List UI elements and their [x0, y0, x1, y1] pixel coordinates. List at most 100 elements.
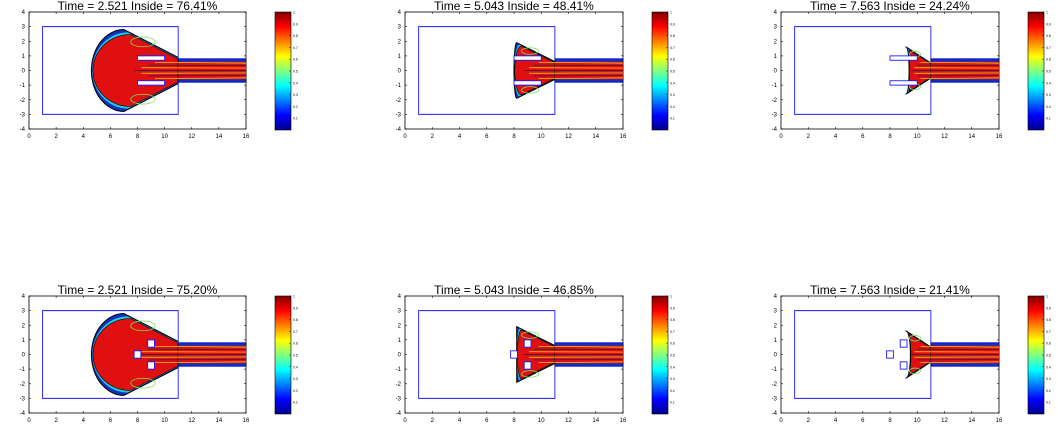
colorbar-tick-label: 0.7 — [293, 330, 298, 334]
plot-title: Time = 5.043 Inside = 46.85% — [434, 283, 594, 297]
plot-title: Time = 5.043 Inside = 48.41% — [434, 0, 594, 13]
colorbar-tick-label: 0.2 — [1046, 105, 1051, 109]
y-tick-label: -3 — [20, 396, 26, 402]
colorbar-tick-label: 0.9 — [670, 22, 675, 26]
jet-streak — [538, 361, 624, 364]
x-tick-label: 2 — [431, 134, 435, 140]
domain-outline — [794, 310, 932, 399]
colorbar — [274, 11, 292, 131]
colorbar-tick-label: 1 — [1046, 11, 1048, 15]
title-time-label: Time = — [434, 0, 474, 13]
x-tick-label: 6 — [109, 134, 113, 140]
jet-streak — [533, 75, 624, 77]
colorbar-tick-label: 0.3 — [293, 377, 298, 381]
colorbar-tick-label: 0.7 — [670, 330, 675, 334]
title-time-label: Time = — [434, 283, 474, 297]
x-tick-label: 12 — [941, 418, 948, 424]
y-tick-label: -1 — [20, 83, 26, 89]
colorbar-tick-label: 0.6 — [293, 58, 298, 62]
obstacle-bar — [889, 80, 918, 86]
x-tick-label: 12 — [941, 134, 948, 140]
x-tick-label: 16 — [620, 418, 627, 424]
colorbar — [651, 295, 669, 415]
colorbar — [274, 295, 292, 415]
colorbar-tick-label: 0.2 — [1046, 389, 1051, 393]
colorbar-tick-label: 1 — [670, 295, 672, 299]
y-tick-label: 2 — [398, 323, 402, 329]
jet-streak — [920, 61, 1000, 64]
x-tick-label: 14 — [968, 418, 975, 424]
colorbar-tick-label: 0.1 — [1046, 401, 1051, 405]
y-tick-label: -4 — [20, 411, 26, 417]
title-inside-value: 46.85% — [553, 283, 594, 297]
y-tick-label: -4 — [396, 411, 402, 417]
y-tick-label: 4 — [774, 10, 778, 16]
colorbar-tick-label: 0.8 — [293, 34, 298, 38]
y-tick-label: -1 — [20, 367, 26, 373]
x-tick-label: 10 — [161, 418, 168, 424]
colorbar-tick-label: 0.5 — [293, 70, 298, 74]
x-tick-label: 10 — [538, 418, 545, 424]
x-tick-label: 6 — [485, 418, 489, 424]
colorbar-tick-label: 0.6 — [1046, 58, 1051, 62]
colorbar-tick-label: 0.9 — [1046, 22, 1051, 26]
y-tick-label: -2 — [772, 382, 778, 388]
x-tick-label: 16 — [620, 134, 627, 140]
x-tick-label: 16 — [243, 134, 250, 140]
y-tick-label: 0 — [398, 353, 402, 359]
obstacle-bar — [513, 55, 542, 61]
colorbar-tick-label: 0.7 — [670, 46, 675, 50]
x-tick-label: 4 — [82, 418, 86, 424]
subplot-panel: Time = 2.521 Inside = 76.41%0 2 4 6 8 10 12 14 1… — [20, 0, 298, 140]
jet-streak — [920, 361, 1000, 364]
colorbar-tick-label: 1 — [670, 11, 672, 15]
title-time-value: 7.563 — [850, 283, 880, 297]
jet-streak — [155, 361, 247, 364]
jet-streak — [920, 77, 1000, 80]
swirl-contour — [521, 370, 540, 378]
plot-title: Time = 7.563 Inside = 24.24% — [810, 0, 970, 13]
subplot-panel: Time = 5.043 Inside = 48.41%0 2 4 6 8 10 12 14 1… — [396, 0, 675, 140]
title-inside-value: 48.41% — [553, 0, 594, 13]
colorbar-tick-label: 0.9 — [293, 306, 298, 310]
x-tick-label: 6 — [109, 418, 113, 424]
colorbar-tick-label: 0.2 — [670, 105, 675, 109]
colorbar-tick-label: 0.7 — [293, 46, 298, 50]
x-tick-label: 0 — [403, 418, 407, 424]
colorbar-tick-label: 0.5 — [1046, 354, 1051, 358]
title-time-label: Time = — [58, 0, 98, 13]
x-tick-label: 8 — [136, 134, 140, 140]
colorbar — [651, 11, 669, 131]
title-inside-label: Inside = — [504, 0, 553, 13]
x-tick-label: 2 — [54, 418, 58, 424]
colorbar-tick-label: 0.3 — [1046, 377, 1051, 381]
obstacle-square — [523, 361, 532, 370]
colorbar — [1027, 295, 1045, 415]
colorbar-tick-label: 0.8 — [670, 34, 675, 38]
y-tick-label: 1 — [398, 338, 402, 344]
jet-streak — [920, 345, 1000, 348]
jet-streak — [533, 64, 624, 66]
domain-outline — [42, 26, 179, 115]
colorbar-tick-label: 0.6 — [670, 58, 675, 62]
colorbar-tick-label: 0.2 — [293, 389, 298, 393]
jet-streak — [148, 359, 247, 361]
obstacle-bar — [513, 80, 542, 86]
colorbar-tick-label: 0.3 — [1046, 93, 1051, 97]
colorbar-tick-label: 0.9 — [1046, 306, 1051, 310]
colorbar-tick-label: 0.6 — [670, 342, 675, 346]
y-tick-label: 4 — [22, 294, 26, 300]
colorbar-tick-label: 0.8 — [293, 318, 298, 322]
y-tick-label: -1 — [396, 83, 402, 89]
y-tick-label: -1 — [772, 367, 778, 373]
x-tick-label: 6 — [861, 418, 865, 424]
title-time-value: 7.563 — [850, 0, 880, 13]
colorbar-tick-label: 0.4 — [1046, 365, 1051, 369]
obstacle-square — [886, 350, 894, 359]
x-tick-label: 0 — [27, 418, 31, 424]
x-tick-label: 6 — [861, 134, 865, 140]
y-tick-label: -4 — [772, 411, 778, 417]
x-tick-label: 4 — [82, 134, 86, 140]
x-tick-label: 14 — [592, 418, 599, 424]
plot-title: Time = 2.521 Inside = 75.20% — [58, 283, 218, 297]
